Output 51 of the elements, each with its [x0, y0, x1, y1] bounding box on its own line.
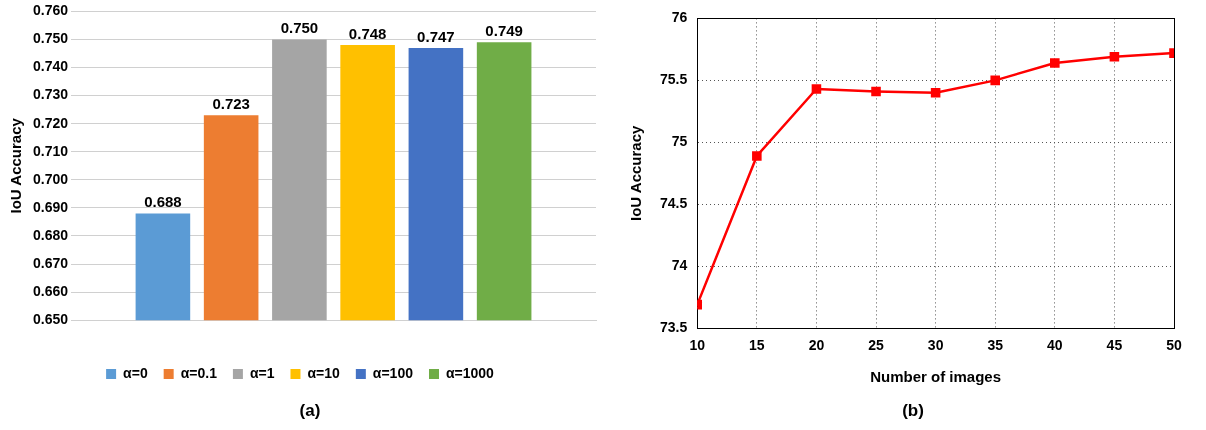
point — [990, 75, 1000, 86]
text: (b) — [901, 401, 925, 421]
point — [752, 151, 762, 161]
y-tick-label: 0.700 — [32, 170, 69, 187]
y-tick-label: 0.760 — [32, 2, 69, 19]
legend-label: α=0 — [123, 364, 148, 381]
legend-label: α=1 — [249, 364, 275, 381]
x-tick-label: 20 — [808, 337, 825, 354]
x-tick-label: 10 — [689, 337, 706, 354]
x-tick-label: 30 — [927, 337, 944, 354]
text: 0.749 — [485, 21, 523, 39]
y-axis-title: IoU Accuracy — [627, 124, 645, 221]
x-tick-label: 40 — [1047, 337, 1063, 354]
legend-label: α=100 — [372, 364, 414, 381]
x-tick-label: 25 — [868, 337, 885, 354]
y-tick-label: 0.680 — [32, 226, 69, 243]
text: 0.688 — [144, 193, 182, 211]
point — [811, 84, 822, 94]
text: 0.750 — [280, 19, 319, 37]
y-tick-label: 73.5 — [660, 319, 688, 336]
x-tick-label: 45 — [1106, 337, 1123, 354]
point — [1050, 58, 1060, 68]
y-tick-label: 74 — [671, 257, 688, 274]
x-tick-label: 15 — [749, 337, 765, 354]
text: 0.748 — [348, 24, 387, 42]
x-tick-label: 35 — [987, 337, 1004, 354]
legend-label: α=1000 — [445, 364, 495, 381]
x-tick-label: 50 — [1166, 337, 1182, 354]
y-tick-label: 0.750 — [32, 30, 69, 47]
point — [871, 86, 881, 97]
point — [1109, 52, 1120, 62]
legend-label: α=10 — [307, 364, 341, 381]
y-tick-label: 0.650 — [32, 311, 69, 328]
legend-label: α=0.1 — [180, 364, 218, 381]
y-tick-label: 0.730 — [32, 86, 69, 103]
y-tick-label: 0.690 — [32, 198, 69, 215]
text: (a) — [298, 401, 322, 421]
y-tick-label: 0.670 — [32, 254, 69, 271]
x-axis-title: Number of images — [870, 368, 1002, 386]
y-tick-label: 74.5 — [660, 195, 688, 212]
y-tick-label: 0.710 — [32, 142, 69, 159]
point — [930, 87, 941, 98]
y-tick-label: 0.740 — [32, 58, 69, 75]
text: 0.747 — [417, 27, 455, 45]
y-tick-label: 76 — [671, 9, 688, 26]
y-axis-title: IoU Accuracy — [7, 117, 25, 214]
y-tick-label: 0.720 — [32, 114, 69, 131]
y-tick-label: 75.5 — [660, 71, 688, 88]
text: 0.723 — [212, 94, 250, 112]
y-tick-label: 75 — [671, 133, 688, 150]
y-tick-label: 0.660 — [32, 282, 69, 299]
